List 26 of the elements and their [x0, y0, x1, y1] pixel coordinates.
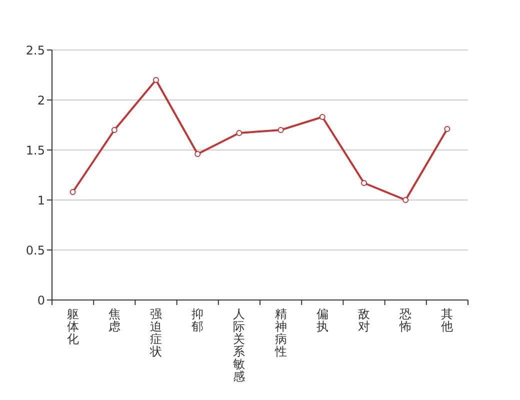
point [361, 180, 367, 186]
x-tick-label: 躯体化 [66, 307, 79, 346]
point [319, 114, 326, 120]
point [153, 77, 159, 83]
x-tick-label: 强迫症状 [149, 307, 162, 358]
point [236, 130, 242, 136]
x-tick-label: 敌对 [358, 307, 370, 334]
y-tick-label: 0.5 [26, 243, 45, 258]
point [70, 189, 76, 195]
y-tick-label: 0 [37, 293, 45, 308]
y-tick-label: 2 [37, 93, 45, 108]
x-tick-label: 其他 [441, 307, 454, 334]
x-tick-label: 偏执 [316, 307, 328, 334]
x-tick-label: 焦虑 [108, 307, 120, 334]
point [278, 127, 284, 133]
y-tick-label: 2.5 [26, 43, 45, 58]
x-tick-label: 人际关系敏感 [233, 307, 246, 384]
x-tick-label: 恐怖 [398, 307, 412, 334]
x-tick-label: 抑郁 [192, 307, 204, 334]
y-tick-label: 1 [37, 193, 45, 208]
point [111, 127, 118, 133]
point [444, 126, 450, 132]
x-tick-label: 精神病性 [274, 307, 287, 358]
y-tick-label: 1.5 [26, 143, 45, 158]
point [194, 151, 201, 157]
point [402, 197, 409, 203]
